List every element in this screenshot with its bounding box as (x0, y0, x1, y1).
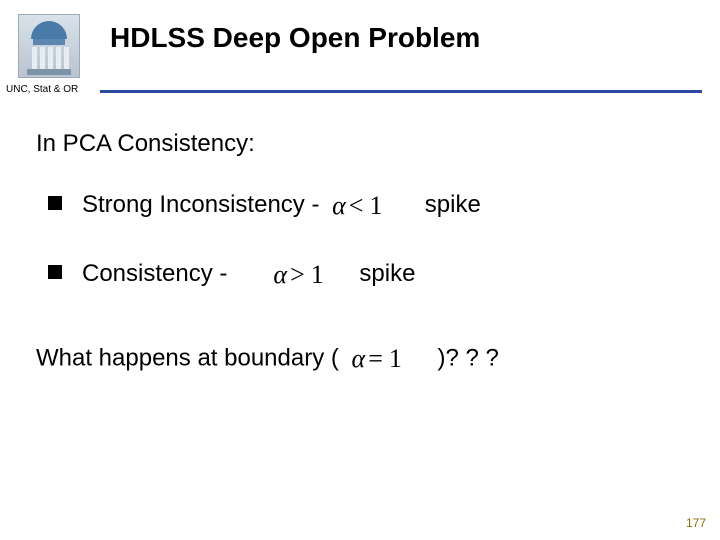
org-label: UNC, Stat & OR (6, 84, 78, 95)
math-expr: α>1 (267, 255, 332, 294)
math-op: = (365, 344, 386, 373)
math-val: 1 (366, 191, 385, 220)
title-underline (100, 90, 702, 93)
question-line: What happens at boundary ( α=1 )? ? ? (36, 344, 686, 374)
alpha-symbol: α (273, 260, 287, 289)
math-val: 1 (308, 260, 327, 289)
bullet-post: spike (359, 260, 415, 287)
question-post: )? ? ? (438, 344, 499, 371)
math-val: 1 (386, 344, 405, 373)
question-pre: What happens at boundary ( (36, 344, 339, 371)
page-number: 177 (686, 516, 706, 530)
lead-text: In PCA Consistency: (36, 130, 686, 158)
slide: HDLSS Deep Open Problem UNC, Stat & OR I… (0, 0, 720, 540)
bullet-pre: Strong Inconsistency - (82, 191, 319, 218)
math-op: > (287, 260, 308, 289)
slide-title: HDLSS Deep Open Problem (110, 22, 480, 54)
list-item: Strong Inconsistency - α<1 spike (48, 186, 686, 225)
bullet-post: spike (425, 191, 481, 218)
slide-body: In PCA Consistency: Strong Inconsistency… (36, 130, 686, 374)
bullet-list: Strong Inconsistency - α<1 spike Consist… (48, 186, 686, 294)
list-item: Consistency - α>1 spike (48, 255, 686, 294)
math-expr: α<1 (326, 186, 391, 225)
alpha-symbol: α (352, 344, 366, 373)
math-expr: α=1 (346, 344, 411, 374)
alpha-symbol: α (332, 191, 346, 220)
math-op: < (346, 191, 367, 220)
unc-logo (18, 14, 80, 78)
bullet-pre: Consistency - (82, 260, 227, 287)
